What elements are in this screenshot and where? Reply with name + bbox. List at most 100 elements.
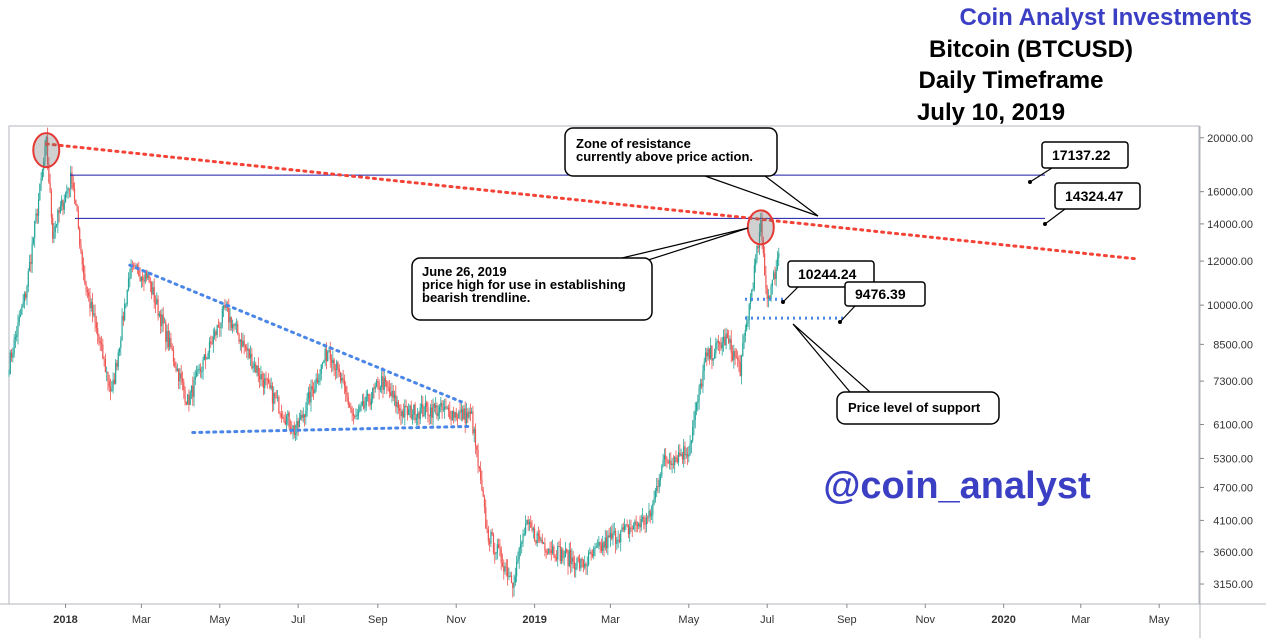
candle-body — [113, 379, 115, 384]
candle — [67, 187, 69, 199]
candle — [165, 319, 167, 352]
candle — [532, 526, 534, 539]
candle-body — [550, 550, 552, 554]
candle-body — [66, 190, 68, 194]
candle-body — [708, 348, 710, 359]
candle — [199, 363, 202, 378]
candle — [160, 309, 162, 334]
candle-body — [316, 378, 319, 383]
candle-body — [712, 358, 714, 361]
candle-body — [108, 381, 110, 387]
candle — [293, 421, 295, 439]
candle-body — [255, 364, 257, 373]
candle — [549, 541, 551, 556]
candle — [352, 408, 355, 425]
candle-body — [684, 446, 686, 456]
candle — [57, 208, 59, 233]
candle — [22, 294, 24, 308]
candle-body — [751, 290, 753, 297]
candle — [363, 393, 365, 410]
candle-body — [544, 542, 546, 551]
candle-body — [221, 308, 223, 323]
candle-body — [512, 582, 514, 588]
candle — [591, 549, 594, 558]
candle — [366, 389, 369, 402]
candle — [614, 528, 617, 554]
candle-body — [494, 552, 496, 555]
candle-body — [608, 535, 610, 538]
candle — [543, 541, 545, 544]
candle-body — [602, 542, 604, 551]
candle-body — [241, 339, 243, 347]
candle-body — [81, 251, 83, 265]
candle — [291, 421, 293, 435]
candle-body — [187, 394, 189, 405]
candle — [73, 182, 76, 205]
candle-body — [697, 400, 699, 403]
candle-body — [301, 414, 303, 418]
candle-body — [675, 456, 677, 459]
candle-body — [224, 304, 226, 308]
candle — [210, 335, 212, 348]
candle-body — [578, 559, 581, 569]
candle-body — [103, 358, 105, 360]
candle-body — [143, 280, 145, 282]
candle-body — [337, 362, 339, 369]
candle-body — [59, 206, 62, 213]
candle — [563, 550, 565, 566]
candle-body — [279, 413, 281, 415]
candle — [162, 307, 164, 332]
candle — [410, 400, 412, 420]
candle — [541, 533, 543, 545]
candle-body — [249, 353, 252, 358]
candle — [88, 288, 90, 302]
candle — [546, 548, 549, 555]
candle — [688, 445, 690, 463]
candle-body — [364, 405, 366, 409]
trendline-bearish-trendline — [44, 142, 1141, 261]
candle-body — [640, 518, 642, 528]
candle-body — [302, 414, 304, 418]
annotation-line: June 26, 2019 — [422, 264, 507, 279]
level-value-label: 17137.22 — [1052, 147, 1111, 163]
candle — [27, 268, 29, 293]
candle — [111, 381, 113, 392]
candle-body — [36, 213, 38, 216]
candle — [504, 562, 506, 575]
candle-body — [573, 561, 576, 570]
y-tick-label: 5300.00 — [1213, 453, 1253, 465]
candle-body — [264, 378, 266, 389]
candle-body — [329, 350, 331, 360]
candle-body — [765, 274, 767, 289]
candle-body — [681, 454, 683, 460]
candle-body — [370, 398, 372, 406]
candle-body — [756, 245, 758, 261]
candle — [321, 362, 324, 369]
candle-body — [149, 281, 151, 283]
candle — [97, 321, 99, 345]
candle-body — [284, 421, 286, 425]
candle-body — [758, 232, 761, 249]
candle-body — [680, 454, 682, 456]
candle-body — [360, 405, 362, 407]
candle-body — [501, 562, 504, 567]
candle — [115, 359, 117, 385]
candle-body — [739, 362, 741, 377]
candle — [666, 456, 668, 468]
candle — [63, 194, 65, 215]
candle — [297, 417, 299, 437]
candle — [711, 345, 713, 370]
candle — [109, 378, 112, 401]
candle-body — [19, 314, 22, 317]
candle — [157, 295, 159, 321]
candle-body — [321, 362, 324, 365]
candle — [649, 508, 651, 524]
candle-body — [467, 412, 469, 418]
candle-body — [722, 336, 725, 342]
candle-body — [193, 379, 195, 398]
candle-body — [663, 455, 665, 461]
candle — [677, 444, 680, 466]
candle-body — [701, 383, 703, 387]
candle-body — [269, 382, 271, 389]
